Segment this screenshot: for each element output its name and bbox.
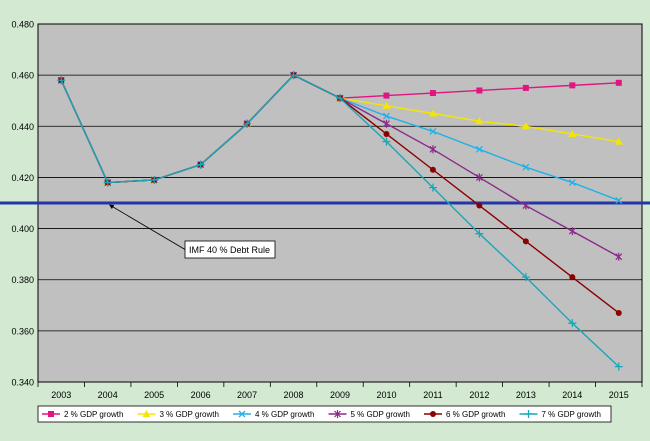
data-point — [569, 82, 576, 89]
y-tick-label: 0.380 — [11, 275, 34, 285]
x-tick-label: 2014 — [562, 390, 582, 400]
annotation-arrow — [109, 204, 186, 250]
data-point — [382, 101, 391, 109]
data-point — [238, 410, 246, 418]
series-group — [57, 71, 623, 371]
data-point — [336, 94, 344, 103]
legend-label: 4 % GDP growth — [255, 410, 314, 419]
data-point — [383, 92, 390, 99]
data-point — [569, 274, 576, 281]
legend-label: 6 % GDP growth — [446, 410, 505, 419]
y-tick-label: 0.460 — [11, 71, 34, 81]
axes: 0.340 0.360 0.380 0.400 0.420 0.440 0.460 0.480… — [11, 20, 643, 400]
data-point — [522, 84, 529, 91]
data-point — [522, 201, 530, 210]
data-point — [521, 122, 530, 130]
data-point — [522, 163, 530, 171]
x-tick-label: 2004 — [98, 390, 118, 400]
data-point — [142, 410, 151, 417]
data-point — [522, 238, 529, 245]
x-tick-label: 2009 — [330, 390, 350, 400]
annotation-box — [184, 240, 276, 259]
y-tick-label: 0.420 — [11, 173, 34, 183]
data-point — [615, 79, 622, 86]
data-point — [429, 166, 436, 173]
legend-label: 5 % GDP growth — [351, 410, 410, 419]
data-point — [568, 227, 576, 236]
data-point — [568, 179, 576, 187]
legend-label: 2 % GDP growth — [64, 410, 123, 419]
data-point — [289, 71, 298, 80]
y-tick-label: 0.480 — [11, 20, 34, 30]
legend-item: 5 % GDP growth — [328, 410, 410, 419]
data-point — [615, 252, 623, 261]
legend-label: 3 % GDP growth — [160, 410, 219, 419]
data-point — [475, 229, 484, 238]
data-point — [614, 362, 623, 371]
data-point — [103, 178, 112, 187]
annotation-group: IMF 40 % Debt Rule — [109, 204, 276, 259]
legend-item: 4 % GDP growth — [233, 410, 314, 419]
y-tick-label: 0.360 — [11, 326, 34, 336]
data-point — [568, 319, 577, 328]
data-point — [382, 137, 391, 146]
legend-label: 7 % GDP growth — [542, 410, 601, 419]
x-tick-label: 2006 — [191, 390, 211, 400]
data-point — [243, 119, 252, 128]
data-point — [428, 109, 437, 117]
x-tick-label: 2007 — [237, 390, 257, 400]
data-point — [428, 183, 437, 192]
data-point — [615, 309, 622, 316]
x-tick-label: 2005 — [144, 390, 164, 400]
legend: 2 % GDP growth 3 % GDP growth 4 % GDP grow… — [37, 405, 612, 423]
legend-item: 6 % GDP growth — [424, 410, 505, 419]
x-tick-label: 2011 — [423, 390, 442, 400]
data-point — [476, 87, 483, 94]
legend-item: 3 % GDP growth — [137, 410, 219, 419]
data-point — [524, 410, 533, 418]
y-tick-label: 0.400 — [11, 224, 34, 234]
data-point — [48, 411, 54, 417]
x-tick-label: 2015 — [609, 390, 629, 400]
legend-box — [37, 405, 612, 423]
data-point — [334, 410, 341, 418]
x-tick-label: 2008 — [284, 390, 304, 400]
data-point — [521, 273, 530, 282]
data-point — [475, 173, 483, 182]
data-point — [196, 160, 205, 169]
data-point — [429, 145, 437, 154]
data-point — [615, 196, 623, 204]
x-tick-label: 2003 — [51, 390, 71, 400]
data-point — [475, 117, 484, 125]
annotation-text: IMF 40 % Debt Rule — [189, 245, 270, 255]
data-point — [476, 202, 483, 209]
x-tick-label: 2013 — [516, 390, 536, 400]
data-point — [614, 137, 623, 145]
data-point — [383, 119, 390, 128]
series-7-gdp-growth — [57, 71, 623, 371]
data-point — [475, 145, 483, 153]
y-tick-label: 0.340 — [11, 378, 34, 388]
data-point — [57, 76, 66, 85]
legend-item: 2 % GDP growth — [42, 410, 123, 419]
data-point — [383, 112, 390, 120]
data-point — [383, 130, 390, 137]
x-tick-label: 2010 — [376, 390, 396, 400]
data-point — [429, 90, 436, 97]
data-point — [568, 129, 577, 137]
y-tick-label: 0.440 — [11, 122, 34, 132]
legend-item: 7 % GDP growth — [519, 410, 601, 419]
data-point — [429, 127, 437, 135]
data-point — [430, 411, 436, 417]
x-tick-label: 2012 — [469, 390, 489, 400]
data-point — [150, 175, 159, 184]
